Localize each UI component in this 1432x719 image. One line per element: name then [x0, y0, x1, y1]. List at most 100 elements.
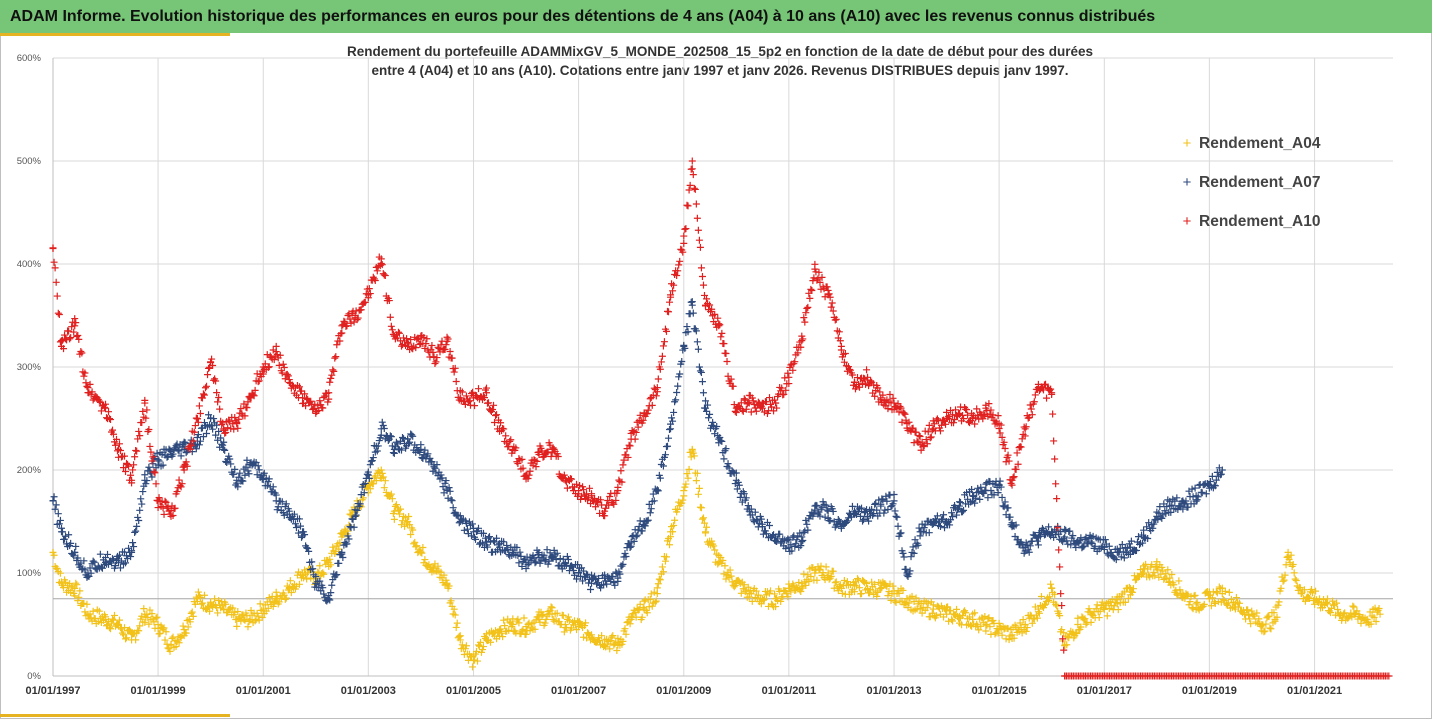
series-a10-marker	[311, 400, 319, 408]
series-a04-marker	[162, 628, 170, 636]
series-a10-marker	[1055, 546, 1063, 554]
series-a04-marker	[1087, 618, 1095, 626]
series-a10-marker	[171, 504, 179, 512]
series-a04-marker	[119, 629, 127, 637]
data-point-a04	[193, 595, 201, 603]
series-a07-marker	[621, 549, 629, 557]
series-a07-marker	[241, 471, 249, 479]
series-a10-marker	[346, 315, 354, 323]
series-a10-marker	[326, 378, 334, 386]
series-a07-marker	[368, 457, 376, 465]
series-a10-marker	[737, 399, 745, 407]
series-a04-marker	[632, 613, 640, 621]
series-a10-marker	[78, 349, 86, 357]
data-point-a10	[456, 394, 464, 402]
series-a07-marker	[255, 466, 263, 474]
data-point-a04	[456, 636, 464, 644]
series-a07-marker	[475, 524, 483, 532]
series-a10-marker	[216, 405, 224, 413]
series-a04-marker	[703, 523, 711, 531]
series-a04-marker	[1125, 583, 1133, 591]
series-a04-marker	[121, 624, 129, 632]
series-a04-marker	[1164, 566, 1172, 574]
series-a04-marker	[140, 605, 148, 613]
series-a07-marker	[1118, 541, 1126, 549]
series-a07-marker	[1072, 544, 1080, 552]
data-point-a07	[1061, 533, 1069, 541]
series-a04-marker	[110, 616, 117, 624]
series-a07-marker	[656, 474, 664, 482]
series-a10-marker	[111, 441, 119, 449]
data-point-a04	[246, 615, 254, 623]
series-a10-marker	[922, 436, 930, 444]
data-point-a07	[956, 502, 964, 510]
series-a04-marker	[856, 584, 864, 592]
series-a10-marker	[1053, 495, 1061, 503]
series-a07-marker	[420, 451, 428, 459]
legend-item-a04: + Rendement_A04	[1178, 124, 1428, 163]
series-a04-marker	[497, 625, 505, 633]
series-a04-marker	[1142, 560, 1150, 568]
data-point-a07	[535, 554, 543, 562]
series-a10-marker	[691, 185, 699, 193]
series-a04-marker	[421, 556, 429, 564]
series-a10-marker	[178, 480, 186, 488]
series-a04-marker	[67, 589, 75, 597]
series-a07-marker	[177, 452, 185, 460]
series-a07-marker	[55, 520, 63, 528]
series-a10-marker	[981, 411, 989, 419]
series-a07-marker	[1161, 507, 1169, 515]
series-a10-marker	[1028, 411, 1036, 419]
series-a07-marker	[593, 580, 601, 588]
series-a04-marker	[320, 570, 328, 578]
series-a07-marker	[174, 446, 182, 454]
series-a04-marker	[698, 515, 706, 523]
series-a04-marker	[947, 607, 955, 615]
series-a07-marker	[81, 566, 89, 574]
series-a07-marker	[1089, 532, 1097, 540]
series-a04-marker	[1375, 604, 1383, 612]
series-a07-marker	[145, 463, 153, 471]
series-a07-marker	[736, 493, 744, 501]
series-a10-marker	[327, 374, 335, 382]
data-point-a04	[995, 626, 1003, 634]
series-a10-marker	[502, 432, 510, 440]
series-a04-marker	[109, 615, 117, 623]
series-a10-marker	[450, 368, 458, 376]
series-a07-marker	[74, 554, 82, 562]
series-a10-marker	[139, 407, 147, 415]
series-a10-marker	[1026, 401, 1034, 409]
series-a04-marker	[498, 629, 506, 637]
series-a10-marker	[604, 496, 612, 504]
data-point-a10	[850, 378, 858, 386]
series-a07-marker	[571, 571, 579, 579]
series-a07-marker	[729, 468, 737, 476]
series-a10-marker	[219, 419, 227, 427]
series-a07-marker	[1198, 489, 1206, 497]
series-a07-marker	[696, 367, 704, 375]
data-point-a04	[916, 605, 924, 613]
series-a04-marker	[797, 588, 805, 595]
x-tick-label: 01/01/2009	[656, 685, 711, 697]
series-a04-marker	[656, 576, 664, 584]
series-a04-marker	[549, 615, 557, 623]
series-a07-marker	[199, 433, 207, 441]
series-a10-marker	[703, 295, 711, 303]
series-a10-marker	[448, 354, 456, 362]
series-a07-marker	[1034, 541, 1042, 549]
series-a07-marker	[709, 418, 717, 426]
series-a10-marker	[452, 378, 460, 386]
series-a10-marker	[683, 201, 691, 209]
series-a04-marker	[442, 576, 450, 584]
series-a07-marker	[999, 502, 1007, 510]
series-a04-marker	[83, 600, 91, 608]
series-a04-marker	[953, 605, 961, 613]
series-a10-marker	[301, 390, 309, 398]
series-a10-marker	[529, 461, 537, 469]
series-a04-marker	[120, 631, 128, 639]
series-a10-marker	[433, 354, 441, 362]
series-a07-marker	[799, 536, 807, 544]
series-a07-marker	[976, 495, 984, 503]
series-a10-marker	[787, 361, 795, 369]
series-a10-marker	[1021, 432, 1029, 440]
